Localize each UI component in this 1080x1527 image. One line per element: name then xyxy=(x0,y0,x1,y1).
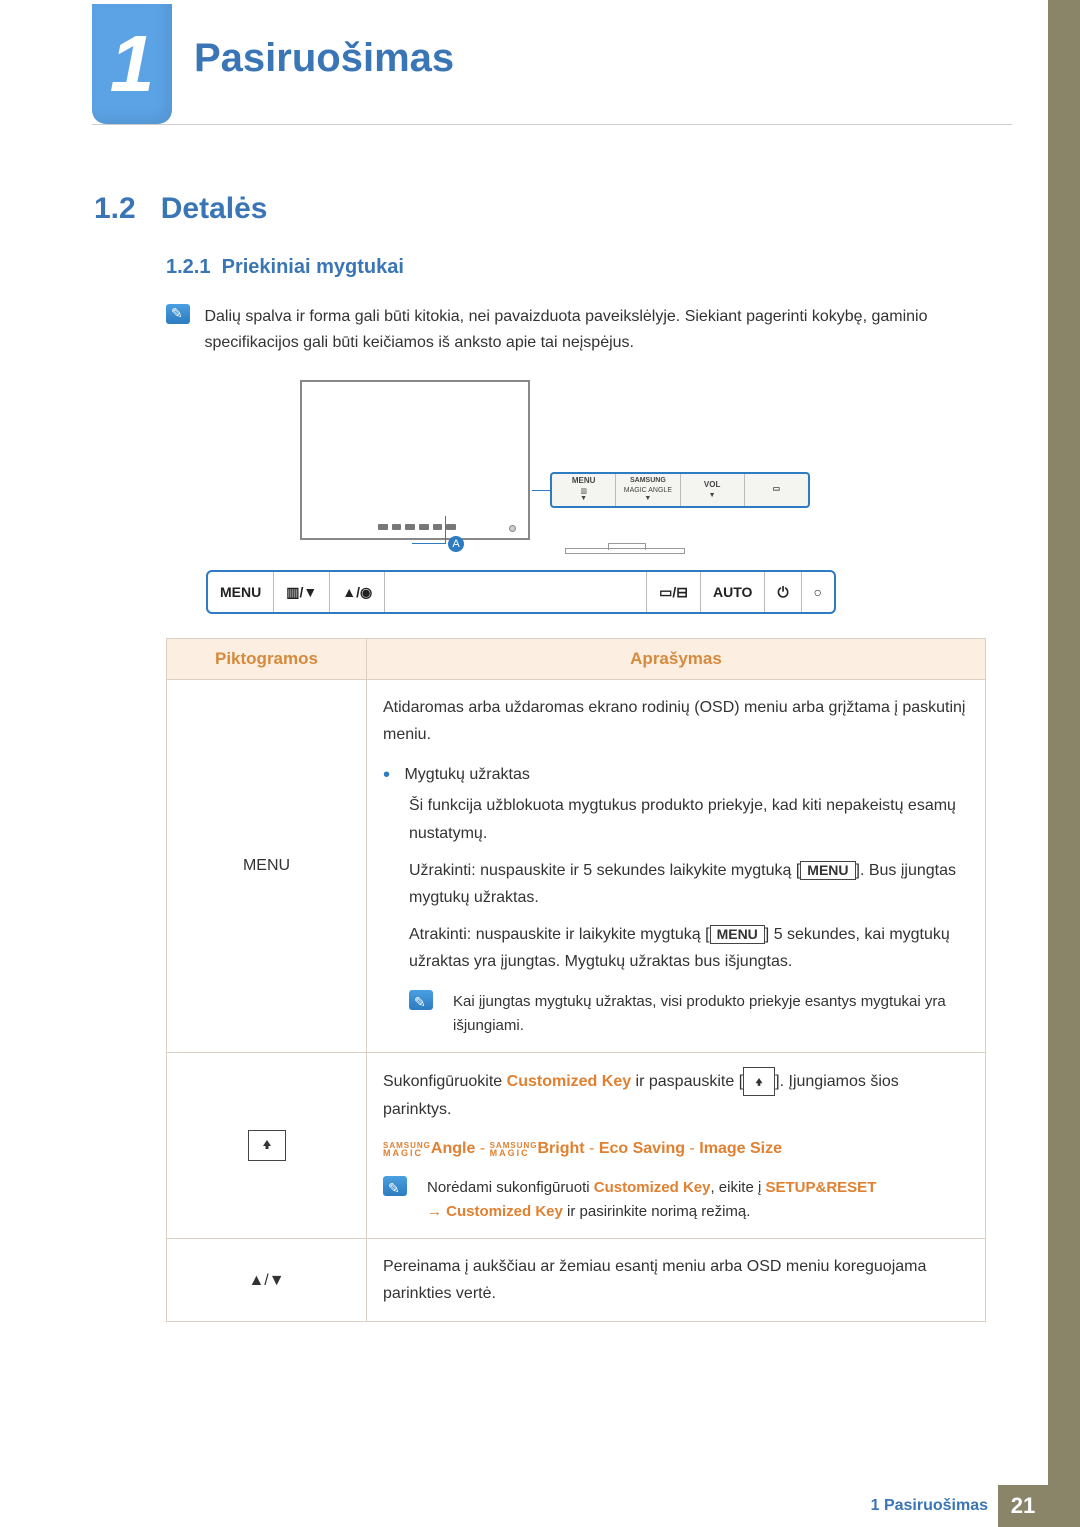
btn-auto: AUTO xyxy=(701,572,765,612)
row1-unlock: Atrakinti: nuspauskite ir laikykite mygt… xyxy=(383,921,969,975)
row1-note: Kai įjungtas mygtukų užraktas, visi prod… xyxy=(383,990,969,1038)
power-led xyxy=(509,525,516,532)
row3-desc: Pereinama į aukščiau ar žemiau esantį me… xyxy=(367,1239,986,1322)
subsection-number: 1.2.1 xyxy=(166,256,210,278)
buttons-table: Piktogramos Aprašymas MENU Atidaromas ar… xyxy=(166,638,986,1322)
row2-desc: Sukonfigūruokite Customized Key ir paspa… xyxy=(367,1052,986,1239)
btn-custom-down: ▥/▼ xyxy=(274,572,330,612)
strip-magic: SAMSUNG MAGIC ANGLE ▼ xyxy=(616,474,680,506)
btn-up-enter: ▲/◉ xyxy=(330,572,385,612)
chapter-title: Pasiruošimas xyxy=(194,36,454,81)
strip-vol: VOL ▼ xyxy=(681,474,745,506)
btn-menu: MENU xyxy=(208,572,274,612)
row1-note-text: Kai įjungtas mygtukų užraktas, visi prod… xyxy=(453,990,969,1038)
section-heading: 1.2 Detalės xyxy=(94,192,267,226)
page: 1 Pasiruošimas 1.2 Detalės 1.2.1 Priekin… xyxy=(0,0,1080,1527)
strip-callout-line xyxy=(532,490,550,491)
callout-a: A xyxy=(448,536,464,552)
row3-icon: ▲/▼ xyxy=(167,1239,367,1322)
btn-power: ⏻ xyxy=(765,572,801,612)
table-row: MENU Atidaromas arba uždaromas ekrano ro… xyxy=(167,680,986,1053)
button-strip-magnified: MENU ▥▼ SAMSUNG MAGIC ANGLE ▼ VOL ▼ ▭ xyxy=(550,472,810,508)
section-number: 1.2 xyxy=(94,192,136,225)
monitor-diagram xyxy=(300,380,840,554)
subsection-title: Priekiniai mygtukai xyxy=(222,256,404,278)
right-sidebar xyxy=(1048,0,1080,1527)
row1-open-text: Atidaromas arba uždaromas ekrano rodinių… xyxy=(383,694,969,748)
page-number: 21 xyxy=(998,1485,1048,1527)
row1-bullet-title: Mygtukų užraktas xyxy=(404,767,529,784)
strip-menu: MENU ▥▼ xyxy=(552,474,616,506)
custom-key-icon xyxy=(248,1130,286,1161)
intro-note: Dalių spalva ir forma gali būti kitokia,… xyxy=(166,304,986,355)
note-icon xyxy=(166,304,190,324)
chapter-number: 1 xyxy=(110,18,155,110)
row2-icon xyxy=(167,1052,367,1239)
note-icon xyxy=(409,990,433,1010)
btn-spacer xyxy=(385,572,647,612)
row1-lock: Užrakinti: nuspauskite ir 5 sekundes lai… xyxy=(383,857,969,911)
callout-line xyxy=(412,516,446,544)
divider xyxy=(92,124,1012,125)
bullet-icon: • xyxy=(383,764,390,786)
row2-note: Norėdami sukonfigūruoti Customized Key, … xyxy=(383,1176,969,1224)
button-row-panel: MENU ▥/▼ ▲/◉ ▭/⊟ AUTO ⏻ ○ xyxy=(206,570,836,614)
btn-source: ▭/⊟ xyxy=(647,572,701,612)
section-title: Detalės xyxy=(161,192,268,225)
table-row: Sukonfigūruokite Customized Key ir paspa… xyxy=(167,1052,986,1239)
footer-chapter: 1 Pasiruošimas xyxy=(871,1497,988,1515)
note-icon xyxy=(383,1176,407,1196)
row2-modes: SAMSUNGMAGICAngle - SAMSUNGMAGICBright -… xyxy=(383,1135,969,1162)
intro-note-text: Dalių spalva ir forma gali būti kitokia,… xyxy=(204,304,974,355)
row1-desc: Atidaromas arba uždaromas ekrano rodinių… xyxy=(367,680,986,1053)
footer: 1 Pasiruošimas 21 xyxy=(871,1485,1048,1527)
table-row: ▲/▼ Pereinama į aukščiau ar žemiau esant… xyxy=(167,1239,986,1322)
monitor-stand xyxy=(565,548,685,554)
btn-led: ○ xyxy=(802,572,834,612)
chapter-badge: 1 xyxy=(92,4,172,124)
th-icons: Piktogramos xyxy=(167,639,367,680)
row1-icon: MENU xyxy=(167,680,367,1053)
subsection-heading: 1.2.1 Priekiniai mygtukai xyxy=(166,256,404,279)
strip-source: ▭ xyxy=(745,474,808,506)
th-desc: Aprašymas xyxy=(367,639,986,680)
row1-bullet-text: Ši funkcija užblokuota mygtukus produkto… xyxy=(383,792,969,846)
